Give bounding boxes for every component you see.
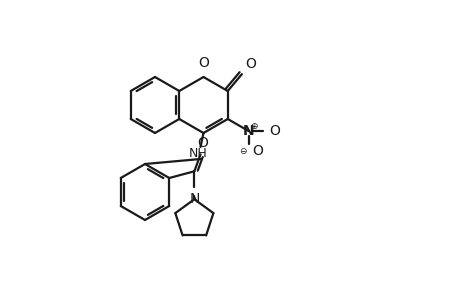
Text: NH: NH [189, 146, 207, 160]
Text: O: O [198, 56, 208, 70]
Text: O: O [252, 144, 263, 158]
Text: ⊖: ⊖ [238, 146, 246, 155]
Text: O: O [244, 57, 255, 71]
Text: ⊕: ⊕ [249, 122, 257, 130]
Text: O: O [269, 124, 280, 138]
Text: N: N [189, 192, 199, 206]
Text: O: O [196, 136, 207, 150]
Text: N: N [242, 124, 254, 138]
